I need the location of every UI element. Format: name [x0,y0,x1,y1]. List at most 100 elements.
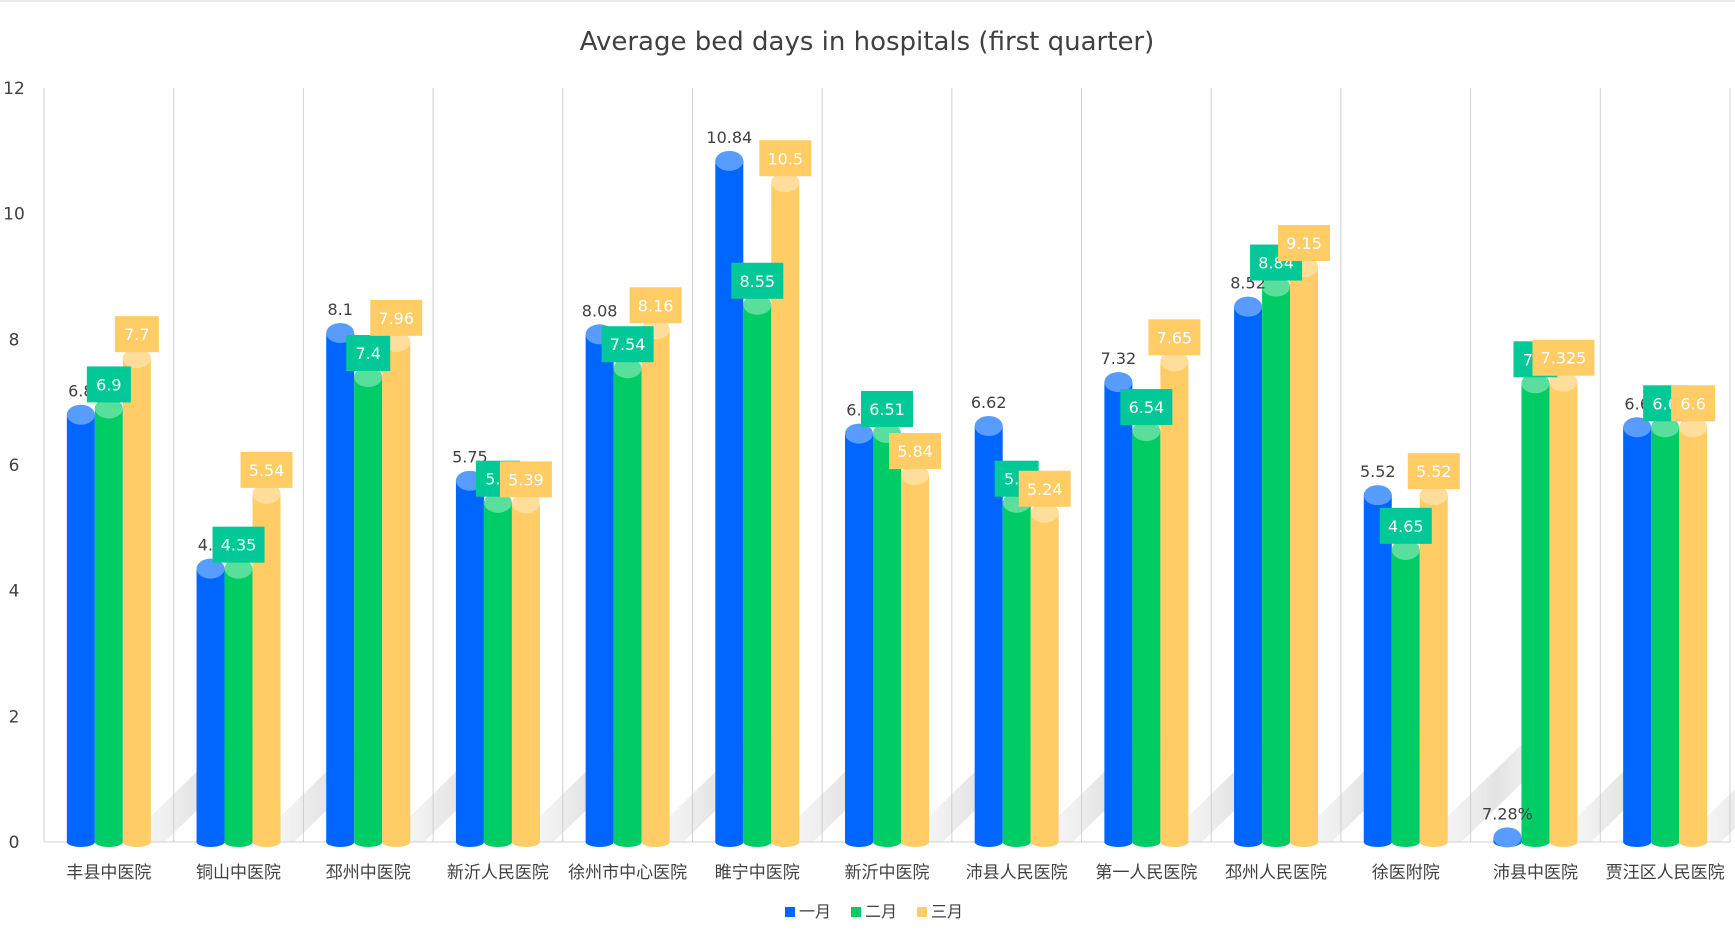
data-label-background [1407,453,1460,490]
data-label-box: 4.35 [212,526,265,563]
data-label: 5.52 [1360,462,1396,481]
bar-body [483,502,512,842]
data-label: 7.96 [378,309,414,328]
bar-top [1623,417,1652,438]
bar-body [1363,495,1392,842]
bar-body [354,377,383,842]
bar-body [326,333,355,842]
data-label: 5.24 [1027,480,1063,499]
legend-item: 二月 [851,902,897,921]
bar [455,470,484,847]
bar-top [1391,539,1420,560]
bar-base [845,837,873,847]
bar-body [845,433,873,842]
bar-body [1002,502,1031,842]
legend-label: 一月 [799,902,831,921]
bar [224,558,253,847]
data-label-background [114,316,159,353]
x-axis: 丰县中医院 铜山中医院 邳州中医院 新沂人民医院 徐州市中心医院 睢宁中医院 新沂中医院 沛县… [66,863,1724,883]
data-label-background [1018,470,1071,507]
data-label-background [1532,339,1595,376]
data-label: 7.28% [1482,804,1533,823]
data-label-box: 7.96 [370,299,423,336]
bar [1234,296,1263,847]
bar-top [1262,276,1291,297]
data-label-box: 5.52 [1407,453,1460,490]
bar-base [743,837,772,847]
data-label: 9.15 [1286,234,1322,253]
bar [613,358,642,847]
bars [66,150,1708,848]
bar-body [382,341,411,842]
bar [585,324,614,847]
data-label: 7.32 [1101,349,1137,368]
bar-base [354,837,383,847]
bar-body [66,414,95,842]
bar-body [1391,549,1420,842]
data-label: 10.5 [767,149,803,168]
bar-body [1104,382,1133,842]
bar-body [1521,383,1550,842]
bar [1160,351,1189,847]
bar-base [1651,837,1680,847]
data-label: 10.84 [706,128,752,147]
data-label-box: 7.54 [601,326,654,363]
x-tick-label: 沛县中医院 [1493,863,1578,883]
bar [66,404,95,847]
bar-body [1679,427,1708,842]
data-label-background [601,326,654,363]
grid-lines [43,88,1731,843]
bar [1262,276,1291,847]
bar-base [1160,837,1189,847]
bar-body [1262,286,1291,842]
bar-base [1363,837,1392,847]
data-label-box: 8.55 [731,262,784,299]
bar-body [1132,431,1161,842]
data-label: 4.65 [1388,517,1424,536]
data-label-background [861,390,913,427]
bar-base [455,837,484,847]
x-tick-label: 新沂人民医院 [447,863,549,883]
bar-base [771,837,800,847]
bar [1493,827,1522,848]
bar [1391,539,1420,847]
bar-body [196,568,225,842]
y-tick-label: 8 [9,330,20,350]
bar-base [613,837,642,847]
bar-body [1651,427,1680,842]
y-tick-label: 0 [9,833,20,853]
x-tick-label: 新沂中医院 [845,863,930,883]
data-label-box: 9.15 [1278,225,1331,262]
y-axis: 0 2 4 6 8 10 12 [3,79,25,853]
data-label-background [1148,319,1201,356]
x-tick-label: 第一人民医院 [1095,863,1197,883]
bar-base [1262,837,1291,847]
bar-body [224,568,253,842]
data-label-background [1671,385,1716,422]
data-label: 6.9 [96,375,121,394]
x-tick-label: 贾汪区人民医院 [1606,863,1725,883]
bar-top [1160,351,1189,372]
bar-body [1160,361,1189,842]
bar-top [122,348,151,369]
bar-base [1391,837,1420,847]
y-tick-label: 4 [9,582,20,602]
data-label-background [1120,389,1173,426]
data-label: 5.39 [508,470,544,489]
bar-body [511,503,540,842]
data-label: 4.35 [221,536,257,555]
bar-base [1290,837,1319,847]
bar-top [511,493,540,514]
bar [354,367,383,847]
bar [483,492,512,847]
bar [743,294,772,847]
bar-top [1104,372,1133,393]
data-label: 8.55 [739,272,775,291]
bar-top [354,367,383,388]
bar-top [1493,827,1522,848]
bar-top [252,483,281,504]
bar-base [224,837,253,847]
bar [1363,485,1392,847]
legend-label: 二月 [865,902,897,921]
bar-base [1234,837,1263,847]
